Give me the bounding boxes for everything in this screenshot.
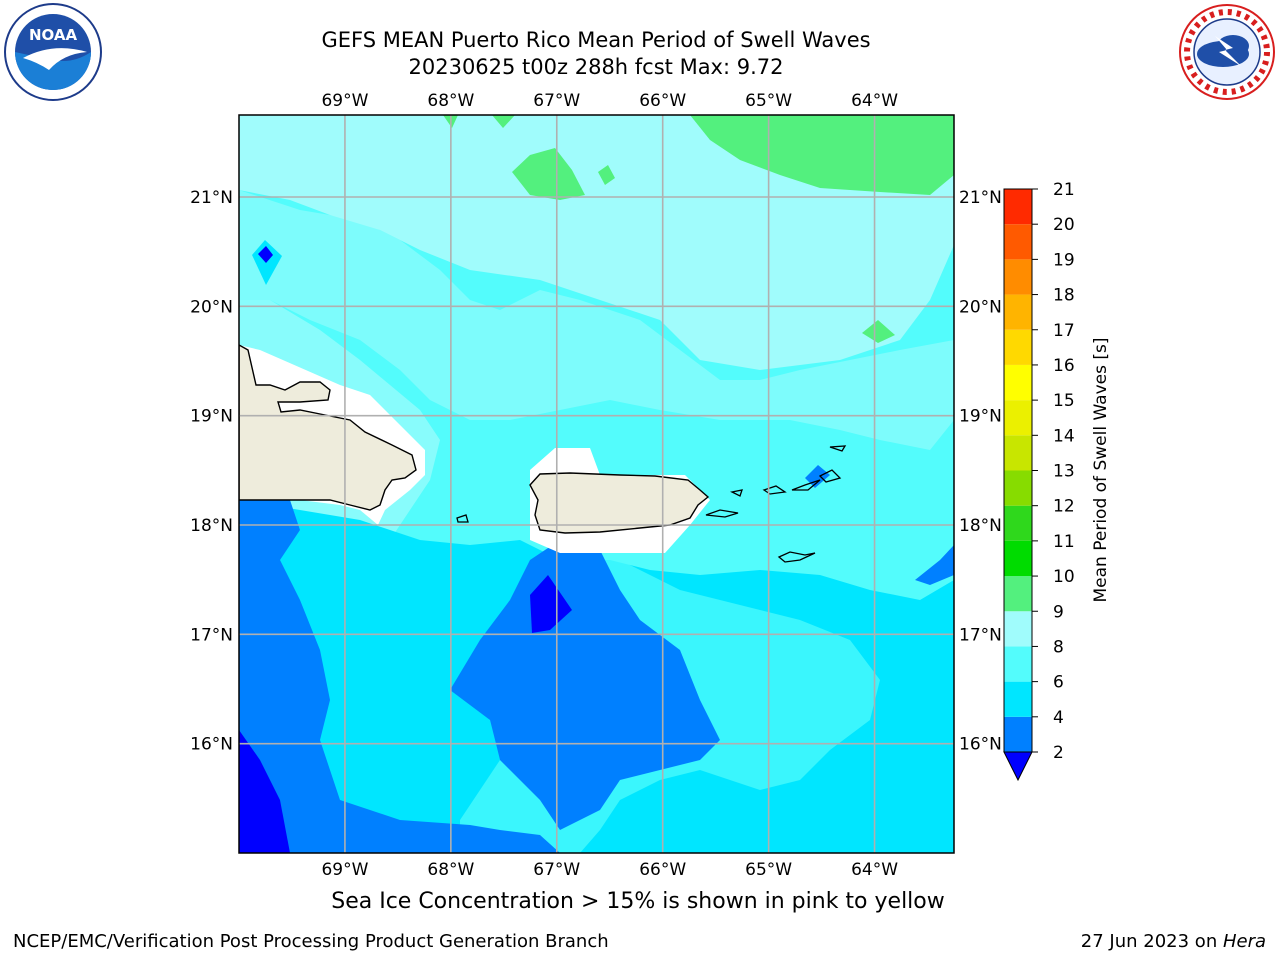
island-outline xyxy=(818,469,842,483)
island-outline xyxy=(829,445,847,452)
lon-label: 65°W xyxy=(745,860,792,880)
colorbar-segment xyxy=(1004,224,1032,260)
colorbar-tick-label: 21 xyxy=(1053,180,1075,200)
colorbar-segment xyxy=(1004,364,1032,401)
lon-label: 66°W xyxy=(639,860,686,880)
colorbar-tick-label: 8 xyxy=(1053,637,1064,657)
colorbar: 2 4 6 8 9 10 11 12 13 14 15 16 17 18 19 20 21 xyxy=(1003,180,1075,782)
lat-label: 17°N xyxy=(959,625,1002,645)
colorbar-segment xyxy=(1004,540,1032,577)
colorbar-tick-label: 12 xyxy=(1053,497,1075,517)
swell-contour-8-9 xyxy=(239,190,954,450)
lat-label: 21°N xyxy=(190,188,233,208)
colorbar-segment xyxy=(1004,435,1032,471)
lat-label: 19°N xyxy=(959,407,1002,427)
footer-date-text: 27 Jun 2023 on xyxy=(1080,931,1223,952)
colorbar-label: Mean Period of Swell Waves [s] xyxy=(1091,338,1111,603)
colorbar-segment xyxy=(1004,189,1032,225)
island-outline xyxy=(777,551,816,563)
lat-label: 16°N xyxy=(190,735,233,755)
colorbar-tick-label: 9 xyxy=(1053,602,1064,622)
graticule xyxy=(239,115,954,853)
lon-label: 64°W xyxy=(851,860,898,880)
island-outline xyxy=(791,479,821,491)
footer-credit: NCEP/EMC/Verification Post Processing Pr… xyxy=(13,931,609,952)
lon-label: 67°W xyxy=(533,91,580,111)
colorbar-tick-label: 13 xyxy=(1053,462,1075,482)
swell-contour-9-10 xyxy=(862,320,895,343)
swell-contour-below-2 xyxy=(239,730,290,853)
lat-labels-left: 21°N 20°N 19°N 18°N 17°N 16°N xyxy=(190,188,233,755)
lon-label: 68°W xyxy=(427,860,474,880)
island-outline xyxy=(705,509,739,518)
colorbar-segment xyxy=(1004,470,1032,506)
swell-contour-9-10 xyxy=(492,115,515,128)
lon-label: 67°W xyxy=(533,860,580,880)
colorbar-segment xyxy=(1004,681,1032,717)
swell-contour-9-10 xyxy=(690,115,954,195)
colorbar-tick-label: 15 xyxy=(1053,391,1075,411)
hispaniola-land xyxy=(239,344,417,511)
lon-labels-top: 69°W 68°W 67°W 66°W 65°W 64°W xyxy=(321,91,898,111)
noaa-logo: NOAA xyxy=(4,3,102,101)
colorbar-tick-label: 10 xyxy=(1053,567,1075,587)
lon-label: 66°W xyxy=(639,91,686,111)
noaa-wordmark: NOAA xyxy=(29,26,78,44)
nws-logo xyxy=(1179,4,1275,100)
colorbar-tick-label: 4 xyxy=(1053,708,1064,728)
colorbar-tick-label: 2 xyxy=(1053,743,1064,763)
swell-contour-2-4 xyxy=(450,540,720,830)
lat-label: 17°N xyxy=(190,625,233,645)
colorbar-tick-label: 18 xyxy=(1053,286,1075,306)
colorbar-segment xyxy=(1004,505,1032,541)
island-outline xyxy=(456,514,469,523)
colorbar-segment xyxy=(1004,611,1032,647)
colorbar-tick-label: 14 xyxy=(1053,426,1075,446)
footer-date: 27 Jun 2023 on Hera xyxy=(1081,931,1266,952)
colorbar-segment xyxy=(1004,294,1032,330)
lon-label: 64°W xyxy=(851,91,898,111)
colorbar-tick-label: 11 xyxy=(1053,532,1075,552)
lat-labels-right: 21°N 20°N 19°N 18°N 17°N 16°N xyxy=(959,188,1002,755)
lat-label: 18°N xyxy=(190,516,233,536)
lon-label: 68°W xyxy=(427,91,474,111)
lat-label: 16°N xyxy=(959,735,1002,755)
swell-contour-below-2 xyxy=(258,246,273,263)
colorbar-extend-min xyxy=(1003,751,1033,782)
lon-label: 69°W xyxy=(321,91,368,111)
swell-contour-2-4 xyxy=(239,500,560,853)
swell-contour-2-4 xyxy=(915,545,954,585)
lon-labels-bottom: 69°W 68°W 67°W 66°W 65°W 64°W xyxy=(321,860,898,880)
swell-contour-2-4 xyxy=(252,240,282,285)
colorbar-tick-label: 19 xyxy=(1053,250,1075,270)
colorbar-segment xyxy=(1004,400,1032,436)
lat-label: 18°N xyxy=(959,516,1002,536)
lon-label: 65°W xyxy=(745,91,792,111)
swell-contour-below-2 xyxy=(530,575,572,633)
colorbar-tick-label: 17 xyxy=(1053,321,1075,341)
swell-contour-9-10 xyxy=(512,148,585,200)
colorbar-tick-label: 20 xyxy=(1053,215,1075,235)
lat-label: 20°N xyxy=(959,297,1002,317)
colorbar-segment xyxy=(1004,576,1032,612)
colorbar-segment xyxy=(1004,259,1032,295)
colorbar-tick-label: 6 xyxy=(1053,673,1064,693)
chart-title: GEFS MEAN Puerto Rico Mean Period of Swe… xyxy=(321,28,871,52)
colorbar-segment xyxy=(1004,329,1032,365)
lat-label: 20°N xyxy=(190,297,233,317)
colorbar-segment xyxy=(1004,646,1032,682)
island-outline xyxy=(730,489,743,497)
lat-label: 21°N xyxy=(959,188,1002,208)
footer-host: Hera xyxy=(1222,931,1266,952)
swell-contour-9-10 xyxy=(598,165,615,185)
lat-label: 19°N xyxy=(190,407,233,427)
colorbar-segment xyxy=(1004,716,1032,752)
colorbar-tick-label: 16 xyxy=(1053,356,1075,376)
sea-ice-note: Sea Ice Concentration > 15% is shown in … xyxy=(331,889,945,914)
map-area xyxy=(239,115,954,853)
chart-subtitle: 20230625 t00z 288h fcst Max: 9.72 xyxy=(408,55,784,79)
map-frame xyxy=(238,114,955,854)
lon-label: 69°W xyxy=(321,860,368,880)
